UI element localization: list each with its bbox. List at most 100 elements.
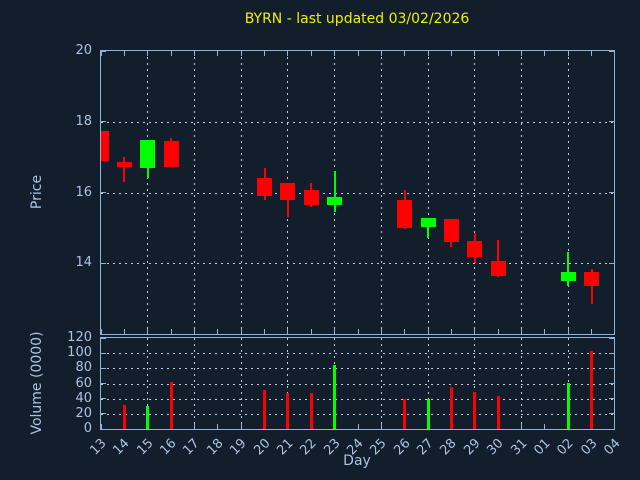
price-gridline bbox=[101, 192, 614, 194]
volume-tick-label-80: 80 bbox=[75, 360, 92, 376]
candle-body-21 bbox=[280, 182, 296, 200]
volume-bar-28 bbox=[449, 387, 453, 429]
y-tick-mark bbox=[101, 262, 106, 264]
candle-wick-21 bbox=[286, 182, 289, 217]
x-tick-mark bbox=[544, 51, 546, 56]
volume-tick-label-40: 40 bbox=[75, 390, 92, 406]
x-tick-mark bbox=[123, 51, 125, 56]
y-tick-mark bbox=[101, 428, 106, 429]
x-tick-mark bbox=[101, 329, 102, 334]
x-tick-mark bbox=[310, 329, 312, 334]
y-tick-mark bbox=[101, 413, 106, 415]
candle-body-13 bbox=[101, 130, 109, 161]
x-tick-mark bbox=[170, 51, 172, 56]
candle-body-15 bbox=[140, 140, 156, 168]
volume-gridline bbox=[101, 398, 614, 400]
candle-body-16 bbox=[163, 141, 179, 167]
x-tick-mark bbox=[521, 51, 523, 56]
y-tick-mark bbox=[609, 383, 614, 384]
x-tick-mark bbox=[357, 51, 359, 56]
x-tick-mark bbox=[474, 51, 476, 56]
volume-tick-label-100: 100 bbox=[67, 345, 92, 361]
y-tick-mark bbox=[609, 367, 614, 369]
y-tick-mark bbox=[609, 192, 614, 193]
chart-title: BYRN - last updated 03/02/2026 bbox=[244, 11, 470, 27]
x-tick-mark bbox=[287, 329, 289, 334]
x-tick-mark bbox=[193, 424, 195, 429]
volume-bar-14 bbox=[122, 404, 126, 429]
x-tick-mark bbox=[427, 329, 429, 334]
x-tick-mark bbox=[193, 329, 195, 334]
volume-gridline bbox=[101, 413, 614, 415]
volume-gridline bbox=[101, 383, 614, 385]
x-tick-mark bbox=[497, 329, 499, 334]
y-tick-mark bbox=[609, 428, 614, 429]
volume-bar-15 bbox=[146, 406, 150, 429]
y-tick-mark bbox=[609, 398, 614, 400]
x-tick-mark bbox=[147, 51, 149, 56]
volume-bar-30 bbox=[496, 396, 500, 429]
y-tick-mark bbox=[609, 338, 614, 339]
x-tick-mark bbox=[427, 51, 429, 56]
volume-plot bbox=[100, 337, 615, 430]
x-tick-mark bbox=[217, 329, 219, 334]
x-tick-mark bbox=[450, 329, 452, 334]
volume-bar-22 bbox=[309, 392, 313, 429]
candle-wick-23 bbox=[333, 171, 336, 212]
price-plot bbox=[100, 50, 615, 335]
candle-wick-02 bbox=[567, 251, 570, 286]
x-tick-mark bbox=[193, 51, 195, 56]
candle-wick-27 bbox=[427, 218, 430, 239]
x-axis-label: Day bbox=[343, 453, 371, 469]
volume-gridline bbox=[101, 353, 614, 355]
volume-bar-26 bbox=[403, 398, 407, 429]
x-tick-mark bbox=[264, 329, 266, 334]
y-tick-mark bbox=[101, 338, 106, 339]
volume-tick-label-60: 60 bbox=[75, 375, 92, 391]
price-gridline bbox=[101, 263, 614, 265]
x-tick-mark bbox=[615, 329, 616, 334]
y-tick-mark bbox=[609, 413, 614, 415]
x-tick-mark bbox=[450, 51, 452, 56]
y-tick-mark bbox=[101, 121, 106, 123]
y-tick-mark bbox=[101, 398, 106, 400]
candle-body-03 bbox=[584, 272, 600, 286]
volume-tick-label-0: 0 bbox=[83, 421, 92, 436]
y-tick-mark bbox=[101, 383, 106, 384]
x-tick-mark bbox=[521, 329, 523, 334]
y-tick-mark bbox=[101, 367, 106, 369]
x-tick-mark bbox=[357, 424, 359, 429]
candle-body-29 bbox=[467, 240, 483, 258]
x-tick-mark bbox=[240, 329, 242, 334]
x-tick-mark bbox=[217, 51, 219, 56]
volume-bar-23 bbox=[333, 365, 337, 429]
volume-tick-label-120: 120 bbox=[67, 330, 92, 345]
y-tick-mark bbox=[609, 352, 614, 354]
volume-axis-label: Volume (0000) bbox=[29, 331, 45, 435]
price-tick-label-20: 20 bbox=[75, 43, 92, 58]
x-tick-mark bbox=[334, 329, 336, 334]
x-tick-mark bbox=[544, 424, 546, 429]
x-tick-mark bbox=[380, 424, 382, 429]
candle-body-27 bbox=[420, 218, 436, 227]
candle-body-26 bbox=[397, 199, 413, 228]
x-tick-mark bbox=[310, 51, 312, 56]
candle-body-02 bbox=[560, 271, 576, 281]
x-tick-mark bbox=[147, 329, 149, 334]
x-tick-mark bbox=[567, 51, 569, 56]
x-tick-mark bbox=[101, 424, 102, 429]
volume-bar-03 bbox=[590, 350, 594, 429]
x-tick-mark bbox=[404, 51, 406, 56]
candle-body-14 bbox=[116, 162, 132, 168]
volume-bar-21 bbox=[286, 393, 290, 429]
x-tick-mark bbox=[240, 51, 242, 56]
y-tick-mark bbox=[101, 51, 106, 52]
x-tick-mark bbox=[567, 329, 569, 334]
x-tick-mark bbox=[380, 51, 382, 56]
x-tick-mark bbox=[334, 51, 336, 56]
candle-body-30 bbox=[490, 260, 506, 276]
x-tick-mark bbox=[101, 51, 102, 56]
price-axis-label: Price bbox=[29, 174, 45, 210]
candle-wick-03 bbox=[590, 268, 593, 304]
candle-wick-30 bbox=[497, 239, 500, 278]
